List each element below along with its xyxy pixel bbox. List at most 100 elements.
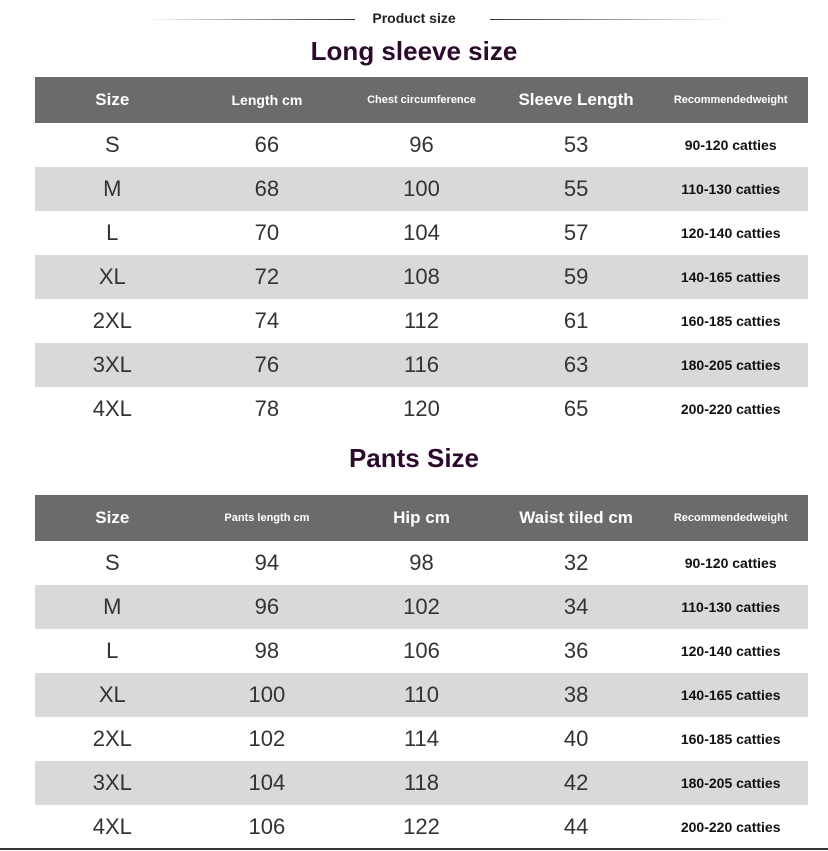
table-cell: 36 xyxy=(563,638,589,663)
table-row: XL 100 110 38 140-165 catties xyxy=(35,673,808,717)
table-cell: S xyxy=(104,550,120,575)
table-cell: 72 xyxy=(189,255,345,299)
table-cell: 114 xyxy=(403,726,440,751)
table-cell: 55 xyxy=(498,167,654,211)
column-header: Recommendedweight xyxy=(653,77,808,123)
table-cell: 4XL xyxy=(92,396,132,421)
table-row: M 96 102 34 110-130 catties xyxy=(35,585,808,629)
table-cell: 44 xyxy=(563,814,589,839)
table-cell: 200-220 catties xyxy=(680,401,781,417)
table-cell: 2XL xyxy=(92,308,132,333)
table-row: XL 72 108 59 140-165 catties xyxy=(35,255,808,299)
table-cell: 108 xyxy=(344,255,499,299)
table-cell: 180-205 catties xyxy=(653,761,808,805)
table-cell: L xyxy=(106,638,119,663)
table-cell: 4XL xyxy=(92,814,132,839)
table-cell: 94 xyxy=(254,550,280,575)
table-cell: XL xyxy=(35,673,190,717)
table-cell: 40 xyxy=(563,726,589,751)
column-header: Size xyxy=(35,77,190,123)
table-cell: 106 xyxy=(403,638,440,663)
table-cell: 112 xyxy=(403,308,440,333)
column-header: Waist tiled cm xyxy=(498,495,654,541)
divider xyxy=(490,19,730,20)
column-header: Hip cm xyxy=(344,495,499,541)
column-header: Pants length cm xyxy=(189,495,345,541)
table-cell: 100 xyxy=(189,673,345,717)
table-row: 2XL 74 112 61 160-185 catties xyxy=(35,299,808,343)
table-cell: S xyxy=(104,132,120,157)
table-cell: 57 xyxy=(563,220,589,245)
table-cell: 96 xyxy=(409,132,434,157)
table-row: 4XL 106 122 44 200-220 catties xyxy=(35,805,808,849)
table-cell: 90-120 catties xyxy=(684,137,777,153)
table-row: 2XL 102 114 40 160-185 catties xyxy=(35,717,808,761)
table-cell: 66 xyxy=(254,132,280,157)
table-cell: 110-130 catties xyxy=(653,167,808,211)
table-cell: 96 xyxy=(189,585,345,629)
table-cell: L xyxy=(106,220,119,245)
table-cell: M xyxy=(35,167,190,211)
column-header: Sleeve Length xyxy=(498,77,654,123)
table-cell: 120-140 catties xyxy=(680,643,781,659)
product-size-header: Product size xyxy=(0,8,828,30)
table-cell: 160-185 catties xyxy=(680,313,781,329)
table-row: M 68 100 55 110-130 catties xyxy=(35,167,808,211)
table-row: 4XL 78 120 65 200-220 catties xyxy=(35,387,808,431)
table-cell: 65 xyxy=(563,396,589,421)
table-cell: 42 xyxy=(498,761,654,805)
table-cell: 32 xyxy=(563,550,589,575)
table-cell: 120-140 catties xyxy=(680,225,781,241)
table-cell: 61 xyxy=(563,308,589,333)
table-cell: 78 xyxy=(254,396,280,421)
table-row: 3XL 76 116 63 180-205 catties xyxy=(35,343,808,387)
table-cell: 90-120 catties xyxy=(684,555,777,571)
table-cell: 59 xyxy=(498,255,654,299)
header-row: Size Pants length cm Hip cm Waist tiled cm R… xyxy=(35,495,808,541)
table-cell: 120 xyxy=(403,396,440,421)
table-row: L 98 106 36 120-140 catties xyxy=(35,629,808,673)
table-row: L 70 104 57 120-140 catties xyxy=(35,211,808,255)
table-cell: 110 xyxy=(344,673,499,717)
table-cell: 68 xyxy=(189,167,345,211)
column-header: Length cm xyxy=(189,77,345,123)
pants-size-table: Size Pants length cm Hip cm Waist tiled cm R… xyxy=(35,495,808,849)
column-header: Recommendedweight xyxy=(653,495,808,541)
table-cell: 110-130 catties xyxy=(653,585,808,629)
table-row: 3XL 104 118 42 180-205 catties xyxy=(35,761,808,805)
section-title: Product size xyxy=(372,10,456,26)
column-header: Size xyxy=(35,495,190,541)
table-cell: 102 xyxy=(344,585,499,629)
table-cell: 118 xyxy=(344,761,499,805)
table-cell: 160-185 catties xyxy=(680,731,781,747)
table-row: S 94 98 32 90-120 catties xyxy=(35,541,808,585)
table-cell: XL xyxy=(35,255,190,299)
table-cell: 3XL xyxy=(35,761,190,805)
table-cell: 98 xyxy=(254,638,280,663)
table-cell: 102 xyxy=(248,726,286,751)
table-cell: M xyxy=(35,585,190,629)
table-cell: 122 xyxy=(403,814,440,839)
table-cell: 140-165 catties xyxy=(653,673,808,717)
divider xyxy=(145,19,355,20)
table-cell: 100 xyxy=(344,167,499,211)
table-cell: 106 xyxy=(248,814,286,839)
long-sleeve-title: Long sleeve size xyxy=(310,36,518,66)
table-cell: 98 xyxy=(409,550,434,575)
long-sleeve-size-table: Size Length cm Chest circumference Sleeve L… xyxy=(35,77,808,431)
table-cell: 200-220 catties xyxy=(680,819,781,835)
table-cell: 2XL xyxy=(92,726,132,751)
table-cell: 104 xyxy=(403,220,440,245)
table-cell: 38 xyxy=(498,673,654,717)
table-cell: 74 xyxy=(254,308,280,333)
table-cell: 180-205 catties xyxy=(653,343,808,387)
bottom-divider xyxy=(0,848,828,850)
table-cell: 140-165 catties xyxy=(653,255,808,299)
table-cell: 63 xyxy=(498,343,654,387)
table-cell: 70 xyxy=(254,220,280,245)
table-cell: 76 xyxy=(189,343,345,387)
table-cell: 116 xyxy=(344,343,499,387)
column-header: Chest circumference xyxy=(344,77,499,123)
pants-title: Pants Size xyxy=(348,443,480,473)
table-row: S 66 96 53 90-120 catties xyxy=(35,123,808,167)
